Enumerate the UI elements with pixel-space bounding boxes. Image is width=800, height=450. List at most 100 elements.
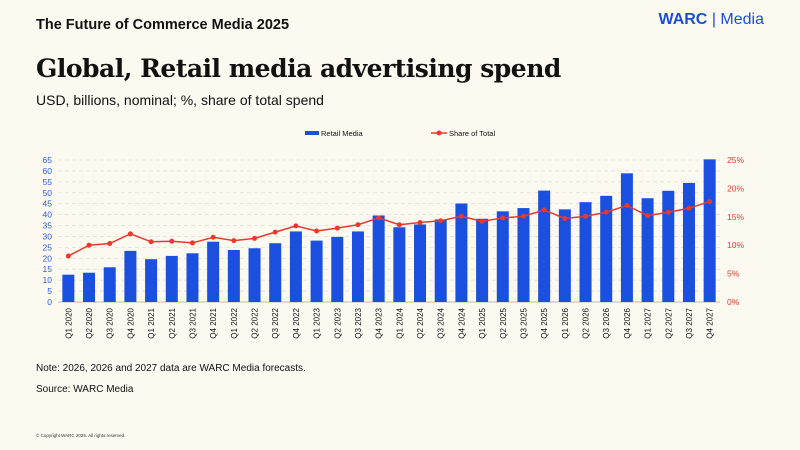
x-axis-tick: Q3 2021 [188, 307, 197, 338]
right-axis-tick: 25% [727, 155, 744, 165]
x-axis-tick: Q4 2022 [292, 307, 301, 338]
left-axis-tick: 50 [43, 188, 53, 198]
x-axis-tick: Q2 2023 [333, 307, 342, 338]
bar-q1-2025 [476, 218, 489, 302]
share-point [438, 218, 444, 224]
share-point [148, 239, 154, 245]
x-axis-tick: Q4 2025 [540, 307, 549, 338]
bar-q4-2023 [372, 215, 385, 302]
left-axis-tick: 65 [43, 155, 53, 165]
bar-q4-2024 [455, 203, 468, 302]
bar-q1-2026 [558, 209, 571, 302]
share-point [334, 225, 340, 231]
x-axis-tick: Q2 2026 [582, 307, 591, 338]
bar-q3-2026 [600, 195, 613, 302]
share-point [396, 222, 402, 228]
bar-q3-2027 [682, 182, 695, 302]
left-axis-tick: 15 [43, 264, 53, 274]
x-axis-tick: Q3 2026 [602, 307, 611, 338]
x-axis-tick: Q3 2023 [354, 307, 363, 338]
share-point [603, 209, 609, 215]
left-axis-tick: 10 [43, 275, 53, 285]
left-axis-tick: 25 [43, 242, 53, 252]
left-axis-tick: 30 [43, 231, 53, 241]
x-axis-tick: Q2 2025 [499, 307, 508, 338]
bar-q1-2023 [310, 240, 323, 302]
share-point [665, 209, 671, 215]
left-axis-tick: 60 [43, 166, 53, 176]
left-axis-tick: 40 [43, 210, 53, 220]
share-point [562, 216, 568, 222]
legend-share-marker [436, 130, 442, 136]
share-line [67, 200, 710, 257]
share-point [169, 238, 175, 244]
share-point [541, 207, 547, 213]
bar-q2-2020 [83, 272, 96, 302]
x-axis-tick: Q2 2027 [664, 307, 673, 338]
bar-q3-2023 [351, 231, 364, 302]
x-axis-tick: Q4 2027 [706, 307, 715, 338]
x-axis-tick: Q2 2024 [416, 307, 425, 338]
right-axis-tick: 5% [727, 269, 740, 279]
x-axis-tick: Q1 2024 [395, 307, 404, 338]
right-axis-tick: 20% [727, 183, 744, 193]
share-point [272, 229, 278, 235]
share-point [314, 228, 320, 234]
left-axis-tick: 55 [43, 177, 53, 187]
right-axis-tick: 10% [727, 240, 744, 250]
x-axis-tick: Q1 2020 [64, 307, 73, 338]
bar-q2-2024 [414, 224, 427, 302]
share-point [458, 213, 464, 219]
x-axis-tick: Q1 2023 [313, 307, 322, 338]
chart-title: Global, Retail media advertising spend [36, 54, 561, 83]
bar-q4-2021 [207, 241, 220, 302]
x-axis-tick: Q1 2022 [230, 307, 239, 338]
x-axis-tick: Q2 2020 [85, 307, 94, 338]
share-point [210, 234, 216, 240]
share-point [293, 223, 299, 229]
logo-product: Media [720, 11, 764, 28]
legend-retail-label: Retail Media [321, 129, 364, 138]
share-point [686, 205, 692, 211]
right-axis-tick: 15% [727, 212, 744, 222]
x-axis-tick: Q1 2026 [561, 307, 570, 338]
x-axis-tick: Q1 2027 [644, 307, 653, 338]
x-axis-tick: Q4 2026 [623, 307, 632, 338]
left-axis-tick: 35 [43, 221, 53, 231]
bar-q1-2020 [62, 274, 75, 302]
x-axis-tick: Q4 2024 [457, 307, 466, 338]
x-axis-tick: Q3 2024 [437, 307, 446, 338]
x-axis-tick: Q4 2020 [126, 307, 135, 338]
x-axis-tick: Q1 2025 [478, 307, 487, 338]
x-axis-tick: Q2 2021 [168, 307, 177, 338]
bar-q3-2022 [269, 243, 282, 302]
chart-subtitle: USD, billions, nominal; %, share of tota… [36, 92, 324, 108]
legend-retail-swatch [305, 131, 319, 135]
share-point [86, 242, 92, 248]
bar-q2-2025 [496, 211, 509, 302]
share-point [65, 253, 71, 259]
bar-q4-2026 [620, 173, 633, 302]
bar-q4-2027 [703, 159, 716, 302]
bar-q1-2027 [641, 198, 654, 302]
share-point [500, 215, 506, 221]
bar-q4-2022 [289, 231, 302, 302]
right-axis-tick: 0% [727, 297, 740, 307]
share-point [127, 231, 133, 237]
bar-q4-2025 [538, 190, 551, 302]
bar-q3-2024 [434, 219, 447, 302]
share-point [479, 218, 485, 224]
source-note: Source: WARC Media [36, 384, 134, 395]
x-axis-tick: Q1 2021 [147, 307, 156, 338]
bar-q3-2020 [103, 267, 116, 302]
bar-q3-2025 [517, 208, 530, 302]
left-axis-tick: 0 [47, 297, 52, 307]
bar-q4-2020 [124, 250, 137, 302]
x-axis-tick: Q4 2021 [209, 307, 218, 338]
bar-q1-2021 [145, 259, 158, 302]
logo-separator: | [711, 11, 716, 28]
x-axis-tick: Q2 2022 [251, 307, 260, 338]
x-axis-tick: Q3 2025 [519, 307, 528, 338]
bar-q1-2024 [393, 227, 406, 302]
x-axis-tick: Q3 2027 [685, 307, 694, 338]
